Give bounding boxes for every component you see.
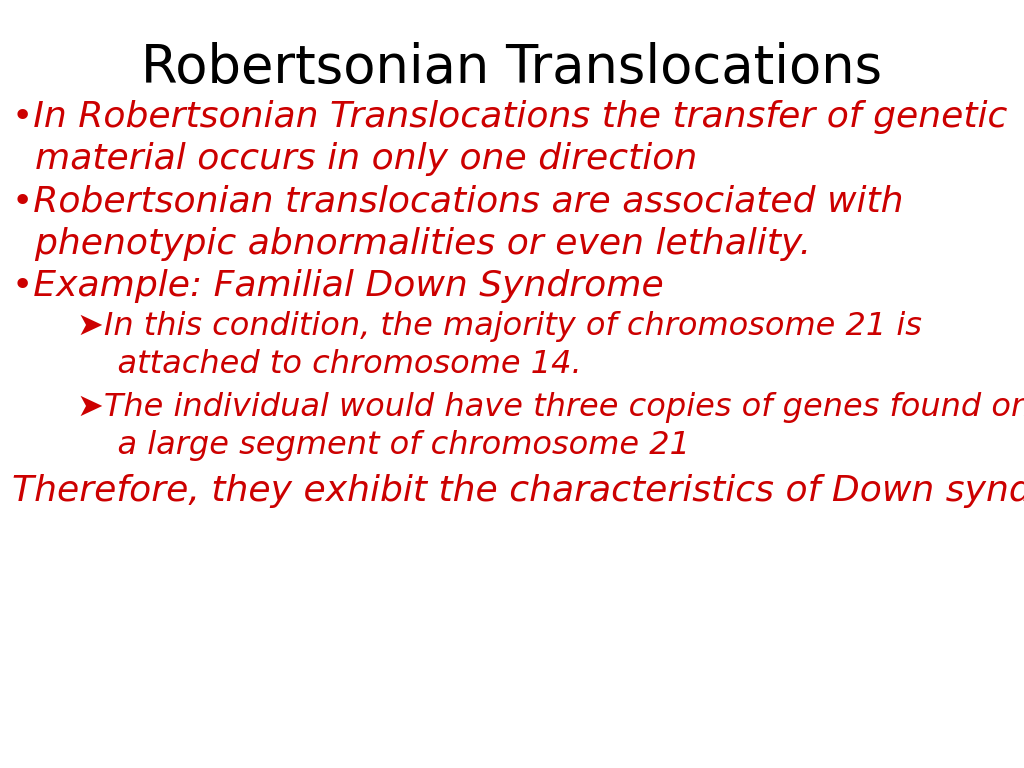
Text: ➤In this condition, the majority of chromosome 21 is: ➤In this condition, the majority of chro… [77, 311, 922, 342]
Text: Therefore, they exhibit the characteristics of Down syndrome: Therefore, they exhibit the characterist… [12, 474, 1024, 508]
Text: phenotypic abnormalities or even lethality.: phenotypic abnormalities or even lethali… [12, 227, 811, 260]
Text: a large segment of chromosome 21: a large segment of chromosome 21 [77, 430, 690, 461]
Text: •Robertsonian translocations are associated with: •Robertsonian translocations are associa… [12, 184, 904, 218]
Text: Robertsonian Translocations: Robertsonian Translocations [141, 42, 883, 94]
Text: •Example: Familial Down Syndrome: •Example: Familial Down Syndrome [12, 269, 664, 303]
Text: material occurs in only one direction: material occurs in only one direction [12, 142, 697, 176]
Text: attached to chromosome 14.: attached to chromosome 14. [77, 349, 582, 380]
Text: ➤The individual would have three copies of genes found on: ➤The individual would have three copies … [77, 392, 1024, 422]
Text: •In Robertsonian Translocations the transfer of genetic: •In Robertsonian Translocations the tran… [12, 100, 1008, 134]
